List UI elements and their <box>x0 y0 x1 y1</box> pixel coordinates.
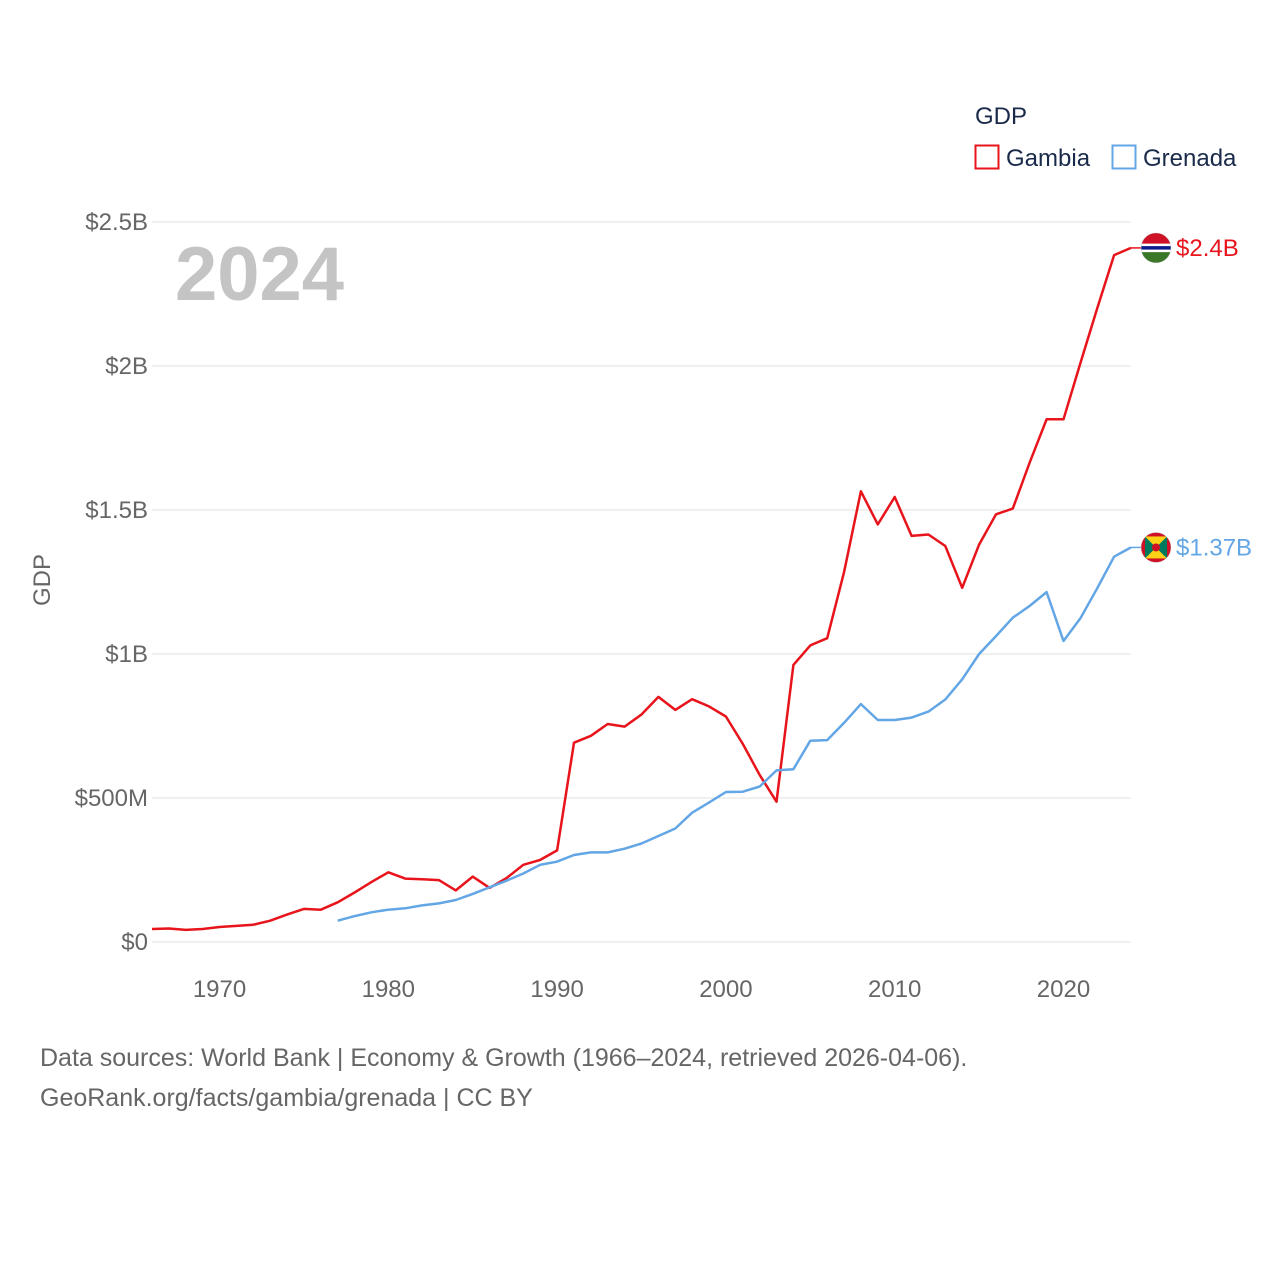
grenada-flag-icon <box>1140 532 1172 563</box>
year-watermark: 2024 <box>175 232 344 317</box>
end-value-label-gambia: $2.4B <box>1176 235 1239 262</box>
x-tick-label: 2000 <box>699 976 752 1003</box>
gambia-flag-icon <box>1140 232 1172 264</box>
x-tick-label: 2020 <box>1037 976 1090 1003</box>
legend-item-grenada[interactable]: Grenada <box>1111 144 1238 172</box>
end-value-label-grenada: $1.37B <box>1176 534 1252 561</box>
y-tick-label: $1.5B <box>85 497 148 524</box>
y-axis-ticks: $0 $500M $1B $1.5B $2B $2.5B <box>75 209 148 956</box>
y-axis-title: GDP <box>29 554 56 606</box>
y-tick-label: $500M <box>75 785 148 812</box>
legend[interactable]: GDP Gambia Grenada <box>974 103 1238 172</box>
legend-label-gambia: Gambia <box>1006 145 1091 172</box>
series-line-grenada[interactable] <box>337 546 1132 922</box>
x-tick-label: 1980 <box>362 976 415 1003</box>
series-line-gambia[interactable] <box>151 246 1132 932</box>
legend-label-grenada: Grenada <box>1143 145 1237 172</box>
series-lines <box>151 246 1132 932</box>
y-tick-label: $2.5B <box>85 209 148 236</box>
x-tick-label: 1970 <box>193 976 246 1003</box>
x-axis-ticks: 1970 1980 1990 2000 2010 2020 <box>193 976 1090 1003</box>
x-tick-label: 1990 <box>530 976 583 1003</box>
y-tick-label: $2B <box>105 353 148 380</box>
data-sources-caption: Data sources: World Bank | Economy & Gro… <box>40 1044 968 1072</box>
legend-item-gambia[interactable]: Gambia <box>974 144 1091 172</box>
legend-swatch-grenada <box>1111 144 1137 170</box>
legend-title: GDP <box>975 103 1027 130</box>
license-caption[interactable]: GeoRank.org/facts/gambia/grenada | CC BY <box>40 1084 533 1112</box>
end-labels: $2.4B $1.37B <box>1131 232 1252 563</box>
y-tick-label: $1B <box>105 641 148 668</box>
y-tick-label: $0 <box>121 929 148 956</box>
legend-swatch-gambia <box>974 144 1000 170</box>
gridlines <box>152 221 1131 943</box>
x-tick-label: 2010 <box>868 976 921 1003</box>
